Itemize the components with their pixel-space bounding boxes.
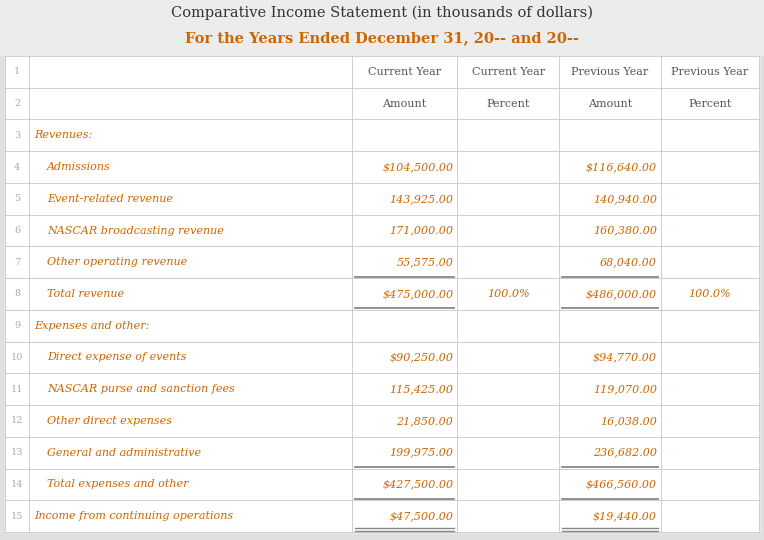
Text: General and administrative: General and administrative <box>47 448 201 458</box>
Text: $90,250.00: $90,250.00 <box>390 353 453 362</box>
Text: Amount: Amount <box>383 99 427 109</box>
Text: Percent: Percent <box>487 99 530 109</box>
Text: 171,000.00: 171,000.00 <box>390 226 453 235</box>
Text: 3: 3 <box>14 131 20 140</box>
Text: 160,380.00: 160,380.00 <box>593 226 657 235</box>
Text: 9: 9 <box>14 321 20 330</box>
Text: 13: 13 <box>11 448 24 457</box>
Text: 15: 15 <box>11 511 23 521</box>
Text: $47,500.00: $47,500.00 <box>390 511 453 521</box>
Text: 12: 12 <box>11 416 24 426</box>
Text: 8: 8 <box>14 289 20 299</box>
Text: $19,440.00: $19,440.00 <box>593 511 657 521</box>
Text: 2: 2 <box>14 99 20 108</box>
Text: 100.0%: 100.0% <box>688 289 731 299</box>
Text: NASCAR purse and sanction fees: NASCAR purse and sanction fees <box>47 384 235 394</box>
Text: Percent: Percent <box>688 99 732 109</box>
Text: Comparative Income Statement (in thousands of dollars): Comparative Income Statement (in thousan… <box>171 6 593 20</box>
Text: Direct expense of events: Direct expense of events <box>47 353 186 362</box>
Text: 119,070.00: 119,070.00 <box>593 384 657 394</box>
Text: 11: 11 <box>11 384 24 394</box>
Bar <box>0 0 764 55</box>
Text: 100.0%: 100.0% <box>487 289 529 299</box>
Text: Other operating revenue: Other operating revenue <box>47 257 187 267</box>
Text: Income from continuing operations: Income from continuing operations <box>34 511 233 521</box>
Text: 21,850.00: 21,850.00 <box>397 416 453 426</box>
Text: Previous Year: Previous Year <box>672 67 749 77</box>
Text: 1: 1 <box>14 68 20 76</box>
Text: 7: 7 <box>14 258 20 267</box>
Text: 10: 10 <box>11 353 23 362</box>
Text: NASCAR broadcasting revenue: NASCAR broadcasting revenue <box>47 226 224 235</box>
Text: Admissions: Admissions <box>47 162 111 172</box>
Text: 236,682.00: 236,682.00 <box>593 448 657 458</box>
Text: Previous Year: Previous Year <box>571 67 649 77</box>
Text: Current Year: Current Year <box>368 67 441 77</box>
Text: $116,640.00: $116,640.00 <box>586 162 657 172</box>
Text: 199,975.00: 199,975.00 <box>390 448 453 458</box>
Text: 14: 14 <box>11 480 24 489</box>
Bar <box>5 56 759 532</box>
Text: 115,425.00: 115,425.00 <box>390 384 453 394</box>
Text: $466,560.00: $466,560.00 <box>586 480 657 489</box>
Text: For the Years Ended December 31, 20-- and 20--: For the Years Ended December 31, 20-- an… <box>185 31 579 45</box>
Text: $104,500.00: $104,500.00 <box>382 162 453 172</box>
Text: 68,040.00: 68,040.00 <box>600 257 657 267</box>
Text: Total revenue: Total revenue <box>47 289 125 299</box>
Text: 55,575.00: 55,575.00 <box>397 257 453 267</box>
Text: 4: 4 <box>14 163 20 172</box>
Text: $475,000.00: $475,000.00 <box>382 289 453 299</box>
Text: 143,925.00: 143,925.00 <box>390 194 453 204</box>
Text: Event-related revenue: Event-related revenue <box>47 194 173 204</box>
Text: Current Year: Current Year <box>471 67 545 77</box>
Text: 140,940.00: 140,940.00 <box>593 194 657 204</box>
Text: Amount: Amount <box>588 99 633 109</box>
Text: $427,500.00: $427,500.00 <box>382 480 453 489</box>
Text: 16,038.00: 16,038.00 <box>600 416 657 426</box>
Text: Revenues:: Revenues: <box>34 130 92 140</box>
Text: $486,000.00: $486,000.00 <box>586 289 657 299</box>
Text: Total expenses and other: Total expenses and other <box>47 480 189 489</box>
Text: Other direct expenses: Other direct expenses <box>47 416 172 426</box>
Text: 5: 5 <box>14 194 20 203</box>
Text: 6: 6 <box>14 226 20 235</box>
Text: $94,770.00: $94,770.00 <box>593 353 657 362</box>
Text: Expenses and other:: Expenses and other: <box>34 321 150 330</box>
